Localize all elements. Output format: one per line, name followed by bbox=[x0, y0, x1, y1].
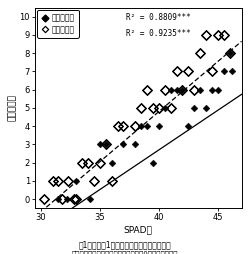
Point bbox=[175, 69, 179, 73]
Text: 図1．出穂約1ヵ月前の葉色と出穂期の関係: 図1．出穂約1ヵ月前の葉色と出穂期の関係 bbox=[78, 240, 171, 249]
Point bbox=[198, 88, 202, 92]
Point bbox=[98, 142, 102, 147]
Point bbox=[204, 33, 208, 37]
Point bbox=[51, 179, 55, 183]
Point bbox=[74, 179, 78, 183]
Point bbox=[222, 69, 226, 73]
Point bbox=[104, 142, 108, 147]
Point bbox=[57, 197, 61, 201]
Point bbox=[139, 124, 143, 128]
Point bbox=[133, 142, 137, 147]
Point bbox=[157, 106, 161, 110]
Point bbox=[60, 197, 64, 201]
Point bbox=[157, 124, 161, 128]
Point bbox=[88, 197, 92, 201]
Point bbox=[163, 88, 167, 92]
Point bbox=[65, 197, 69, 201]
Point bbox=[133, 124, 137, 128]
Point bbox=[210, 88, 214, 92]
Point bbox=[198, 51, 202, 55]
Point bbox=[104, 142, 108, 147]
Point bbox=[139, 106, 143, 110]
Point bbox=[210, 69, 214, 73]
Point bbox=[122, 124, 125, 128]
Point bbox=[187, 124, 190, 128]
Point bbox=[74, 197, 78, 201]
Point bbox=[216, 33, 220, 37]
Point bbox=[151, 161, 155, 165]
Point bbox=[86, 161, 90, 165]
Point bbox=[80, 161, 84, 165]
Text: R² = 0.8809***: R² = 0.8809*** bbox=[126, 13, 190, 22]
Point bbox=[192, 88, 196, 92]
Point bbox=[169, 106, 173, 110]
Point bbox=[228, 51, 232, 55]
Point bbox=[181, 88, 185, 92]
Point bbox=[192, 106, 196, 110]
Point bbox=[116, 124, 120, 128]
Point bbox=[181, 88, 185, 92]
Point bbox=[228, 51, 232, 55]
Point bbox=[151, 106, 155, 110]
Point bbox=[110, 161, 114, 165]
Point bbox=[98, 161, 102, 165]
Point bbox=[175, 88, 179, 92]
Point bbox=[145, 124, 149, 128]
Point bbox=[230, 69, 234, 73]
Point bbox=[187, 69, 190, 73]
Point bbox=[145, 88, 149, 92]
Point bbox=[66, 179, 70, 183]
Point bbox=[204, 106, 208, 110]
Point bbox=[222, 33, 226, 37]
Y-axis label: 相対出穂日: 相対出穂日 bbox=[8, 94, 17, 121]
Point bbox=[72, 197, 76, 201]
Point bbox=[92, 179, 96, 183]
Point bbox=[57, 179, 61, 183]
Text: （相対出穂日は各年次の最早出穂日を0とする出穂日）: （相対出穂日は各年次の最早出穂日を0とする出穂日） bbox=[71, 250, 178, 254]
Legend: コシヒカリ, どんとこい: コシヒカリ, どんとこい bbox=[37, 10, 79, 38]
Point bbox=[163, 106, 167, 110]
Point bbox=[42, 197, 46, 201]
Point bbox=[169, 88, 173, 92]
Text: R² = 0.9235***: R² = 0.9235*** bbox=[126, 29, 190, 38]
Point bbox=[122, 142, 125, 147]
Point bbox=[216, 88, 220, 92]
X-axis label: SPAD値: SPAD値 bbox=[124, 225, 153, 234]
Point bbox=[110, 179, 114, 183]
